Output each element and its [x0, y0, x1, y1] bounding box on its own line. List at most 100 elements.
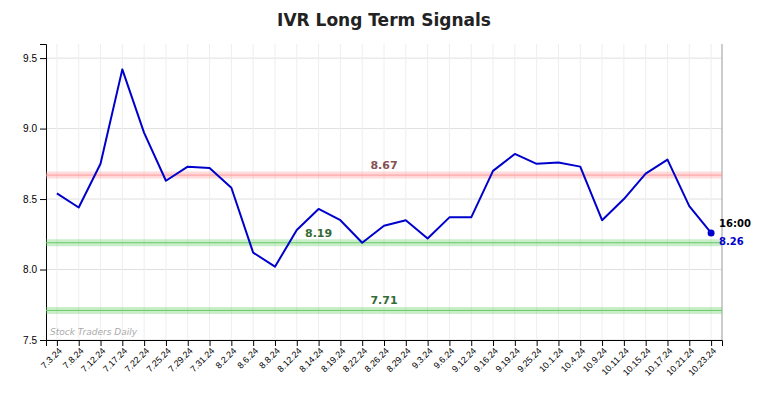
tick-mark — [79, 340, 80, 346]
tick-mark — [40, 129, 46, 130]
reference-label: 7.71 — [370, 294, 397, 307]
grid-line — [78, 44, 79, 340]
tick-mark — [428, 340, 429, 346]
tick-mark — [384, 340, 385, 346]
tick: 8.6.24 — [235, 340, 260, 371]
tick-mark — [711, 340, 712, 346]
tick-mark — [602, 340, 603, 346]
axis-line — [47, 341, 723, 347]
grid-line — [231, 44, 232, 340]
grid-line — [362, 44, 363, 340]
grid-line — [405, 44, 406, 340]
tick-label: 8.29.24 — [385, 346, 413, 374]
tick-mark — [253, 340, 254, 346]
grid-line — [514, 44, 515, 340]
tick: 7.3.24 — [39, 340, 64, 371]
marks — [46, 69, 722, 310]
x-axis: 7.3.247.8.247.12.247.17.247.22.247.25.24… — [39, 340, 722, 378]
tick-mark — [101, 340, 102, 346]
time-label: 16:00 — [719, 218, 751, 229]
tick-mark — [580, 340, 581, 346]
grid-line — [623, 44, 624, 340]
tick-label: 10.23.24 — [686, 346, 718, 378]
grid-line — [100, 44, 101, 340]
grid-line — [427, 44, 428, 340]
tick-label: 8.0 — [23, 264, 37, 275]
frame — [722, 44, 723, 340]
tick: 8.0 — [23, 264, 46, 275]
tick: 9.0 — [23, 123, 46, 134]
tick-mark — [40, 199, 46, 200]
grid-line — [711, 44, 712, 340]
tick-label: 7.5 — [23, 335, 37, 346]
tick: 8.29.24 — [385, 340, 413, 374]
reference-line — [46, 242, 722, 243]
tick-label: 7.31.24 — [188, 346, 216, 374]
grid-line — [296, 44, 297, 340]
grid-line — [558, 44, 559, 340]
tick-label: 7.3.24 — [39, 346, 64, 371]
tick: 7.5 — [23, 335, 46, 346]
tick-mark — [144, 340, 145, 346]
tick-mark — [319, 340, 320, 346]
tick-label: 8.5 — [23, 194, 37, 205]
reference-label: 8.19 — [305, 227, 332, 240]
tick-mark — [188, 340, 189, 346]
tick-mark — [493, 340, 494, 346]
reference-line — [46, 310, 722, 311]
tick-mark — [449, 340, 450, 346]
grid-line — [187, 44, 188, 340]
reference-label: 8.67 — [370, 159, 397, 172]
grid-line — [56, 44, 57, 340]
tick: 9.5 — [23, 53, 46, 64]
tick-mark — [57, 340, 58, 346]
line — [57, 69, 711, 266]
grid — [46, 44, 722, 340]
tick-mark — [210, 340, 211, 346]
tick-mark — [40, 340, 46, 341]
tick-mark — [646, 340, 647, 346]
value-label: 8.26 — [719, 236, 744, 247]
tick-mark — [558, 340, 559, 346]
grid-line — [471, 44, 472, 340]
grid-line — [122, 44, 123, 340]
tick: 8.5 — [23, 194, 46, 205]
reference-band — [46, 172, 722, 179]
tick-mark — [122, 340, 123, 346]
tick-mark — [275, 340, 276, 346]
tick-label: 8.2.24 — [214, 346, 239, 371]
tick-mark — [471, 340, 472, 346]
watermark: Stock Traders Daily — [50, 327, 138, 337]
tick-mark — [297, 340, 298, 346]
reference-band — [46, 239, 722, 246]
y-axis: 7.5 8.0 8.5 9.0 9.5 — [23, 45, 46, 346]
tick-mark — [166, 340, 167, 346]
tick-mark — [40, 58, 46, 59]
grid-line — [645, 44, 646, 340]
grid-line — [602, 44, 603, 340]
tick-mark — [689, 340, 690, 346]
last-point — [708, 229, 715, 236]
title: IVR Long Term Signals — [277, 10, 491, 30]
grid-line — [144, 44, 145, 340]
grid-line — [165, 44, 166, 340]
tick-label: 8.6.24 — [235, 346, 260, 371]
tick: 10.23.24 — [686, 340, 718, 378]
tick-mark — [624, 340, 625, 346]
grid-line — [536, 44, 537, 340]
tick: 7.31.24 — [188, 340, 216, 374]
plot: 7.5 8.0 8.5 9.0 9.5 7.3.247.8.247.12.247.17.2… — [23, 44, 751, 378]
grid-line — [274, 44, 275, 340]
tick: 9.3.24 — [410, 340, 435, 371]
grid-line — [689, 44, 690, 340]
tick-mark — [667, 340, 668, 346]
grid-line — [253, 44, 254, 340]
grid-line — [209, 44, 210, 340]
grid-line — [449, 44, 450, 340]
tick-mark — [515, 340, 516, 346]
tick-mark — [340, 340, 341, 346]
tick-label: 9.5 — [23, 53, 37, 64]
grid-line — [318, 44, 319, 340]
tick-mark — [406, 340, 407, 346]
tick-mark — [40, 270, 46, 271]
